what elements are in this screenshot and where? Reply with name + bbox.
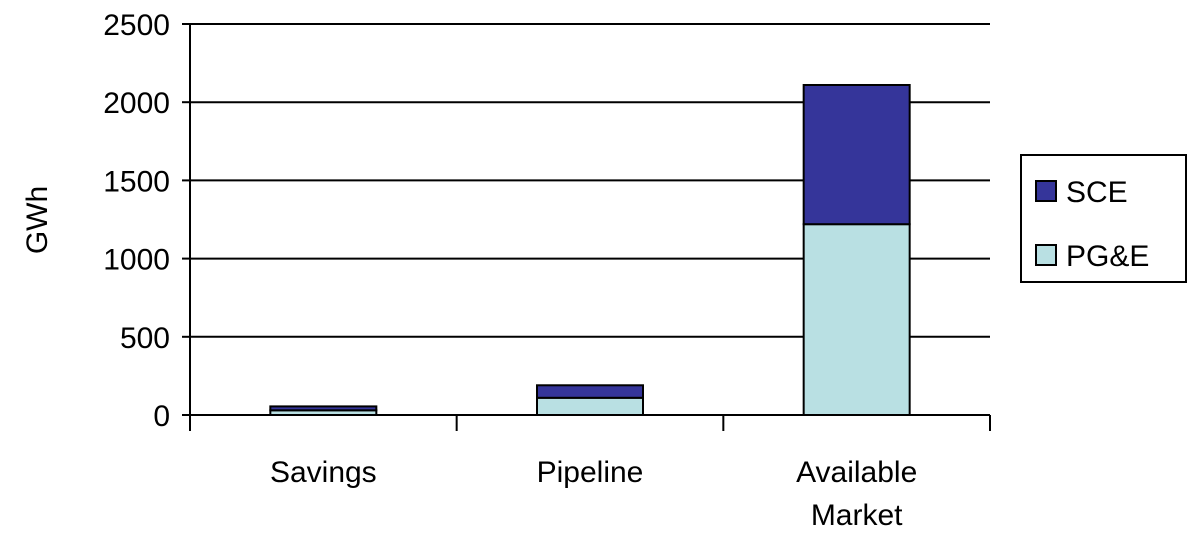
legend-label: SCE: [1066, 176, 1128, 209]
category-labels: Savings Pipeline Available Market: [270, 456, 917, 532]
x-category-label: Market: [811, 499, 903, 532]
legend-swatch: [1035, 244, 1057, 266]
bars: [269, 83, 911, 417]
y-axis-title: GWh: [21, 186, 54, 254]
y-tick-label: 1000: [103, 244, 170, 277]
bar-segment-pge: [536, 396, 644, 416]
y-tick-label: 1500: [103, 165, 170, 198]
x-category-label: Savings: [270, 456, 377, 489]
y-tick-labels: 0 500 1000 1500 2000 2500: [103, 9, 170, 433]
legend-swatch: [1035, 180, 1057, 202]
x-category-label: Available: [796, 456, 917, 489]
y-tick-label: 0: [153, 400, 170, 433]
x-category-label: Pipeline: [537, 456, 644, 489]
bar-segment-sce: [536, 384, 644, 399]
legend-label: PG&E: [1066, 240, 1149, 273]
y-tick-label: 2500: [103, 9, 170, 42]
legend: SCE PG&E: [1020, 154, 1187, 283]
y-tick-label: 500: [120, 322, 170, 355]
y-tick-label: 2000: [103, 87, 170, 120]
bar-segment-sce: [269, 405, 378, 412]
bar-segment-pge: [802, 223, 911, 416]
axes: [182, 23, 991, 431]
legend-box: [1020, 154, 1187, 283]
bar-segment-sce: [802, 83, 911, 226]
